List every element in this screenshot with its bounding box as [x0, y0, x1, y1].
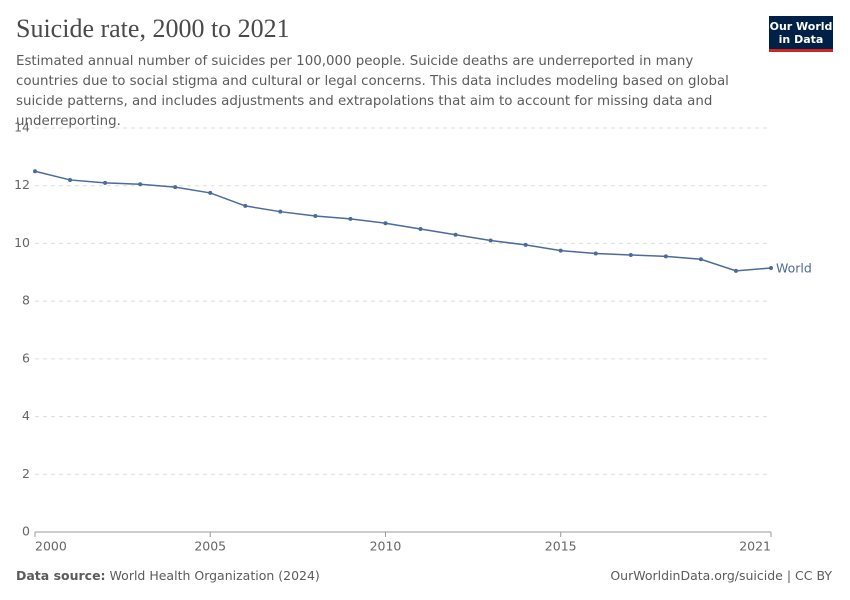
y-tick-label: 4 — [22, 408, 30, 423]
data-point — [103, 180, 108, 185]
y-tick-label: 12 — [14, 177, 30, 192]
y-tick-label: 2 — [22, 466, 30, 481]
data-point — [68, 177, 73, 182]
data-point — [348, 216, 353, 221]
credit[interactable]: OurWorldinData.org/suicide | CC BY — [610, 568, 832, 583]
data-point — [173, 185, 178, 190]
data-point — [418, 227, 423, 231]
x-tick-label: 2000 — [35, 539, 67, 554]
data-point — [663, 254, 668, 259]
data-point — [628, 252, 633, 257]
source-label: Data source: — [16, 568, 106, 583]
data-point — [383, 221, 388, 226]
source-text: World Health Organization (2024) — [109, 568, 320, 583]
x-tick-label: 2005 — [194, 539, 226, 554]
data-point — [453, 232, 458, 237]
y-tick-label: 10 — [14, 235, 30, 250]
data-point — [733, 268, 738, 273]
data-point — [698, 257, 703, 262]
data-point — [769, 265, 773, 270]
x-tick-label: 2015 — [545, 539, 577, 554]
x-tick-label: 2010 — [370, 539, 402, 554]
y-tick-label: 6 — [22, 350, 30, 365]
data-point — [488, 238, 493, 243]
data-point — [593, 251, 598, 256]
data-point — [313, 214, 318, 219]
series-line — [34, 170, 772, 272]
source: Data source: World Health Organization (… — [16, 568, 320, 583]
data-point — [523, 242, 528, 247]
data-point — [33, 169, 37, 174]
data-point — [558, 248, 563, 253]
series-label: World — [776, 260, 812, 275]
x-tick-label: 2021 — [739, 539, 771, 554]
data-point — [278, 209, 283, 214]
chart-subtitle: Estimated annual number of suicides per … — [16, 54, 729, 129]
data-point — [138, 182, 143, 187]
logo-line: in Data — [778, 33, 824, 46]
y-tick-label: 8 — [22, 293, 30, 308]
chart-title: Suicide rate, 2000 to 2021 — [16, 14, 290, 43]
logo[interactable]: Our World in Data — [769, 16, 833, 52]
y-tick-label: 14 — [14, 120, 30, 135]
data-point — [243, 203, 248, 208]
y-tick-label: 0 — [22, 524, 30, 539]
data-point — [208, 190, 213, 195]
logo-line: Our World — [769, 20, 833, 33]
